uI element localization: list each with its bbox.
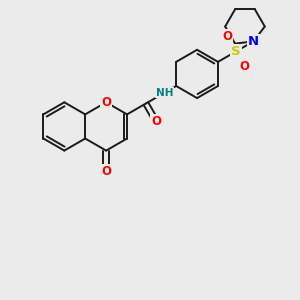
Text: NH: NH — [156, 88, 173, 98]
Text: O: O — [101, 165, 111, 178]
Text: S: S — [231, 45, 241, 58]
Text: O: O — [101, 96, 111, 109]
Text: N: N — [248, 35, 259, 48]
Text: O: O — [151, 115, 161, 128]
Text: O: O — [222, 30, 232, 43]
Text: O: O — [239, 60, 250, 73]
